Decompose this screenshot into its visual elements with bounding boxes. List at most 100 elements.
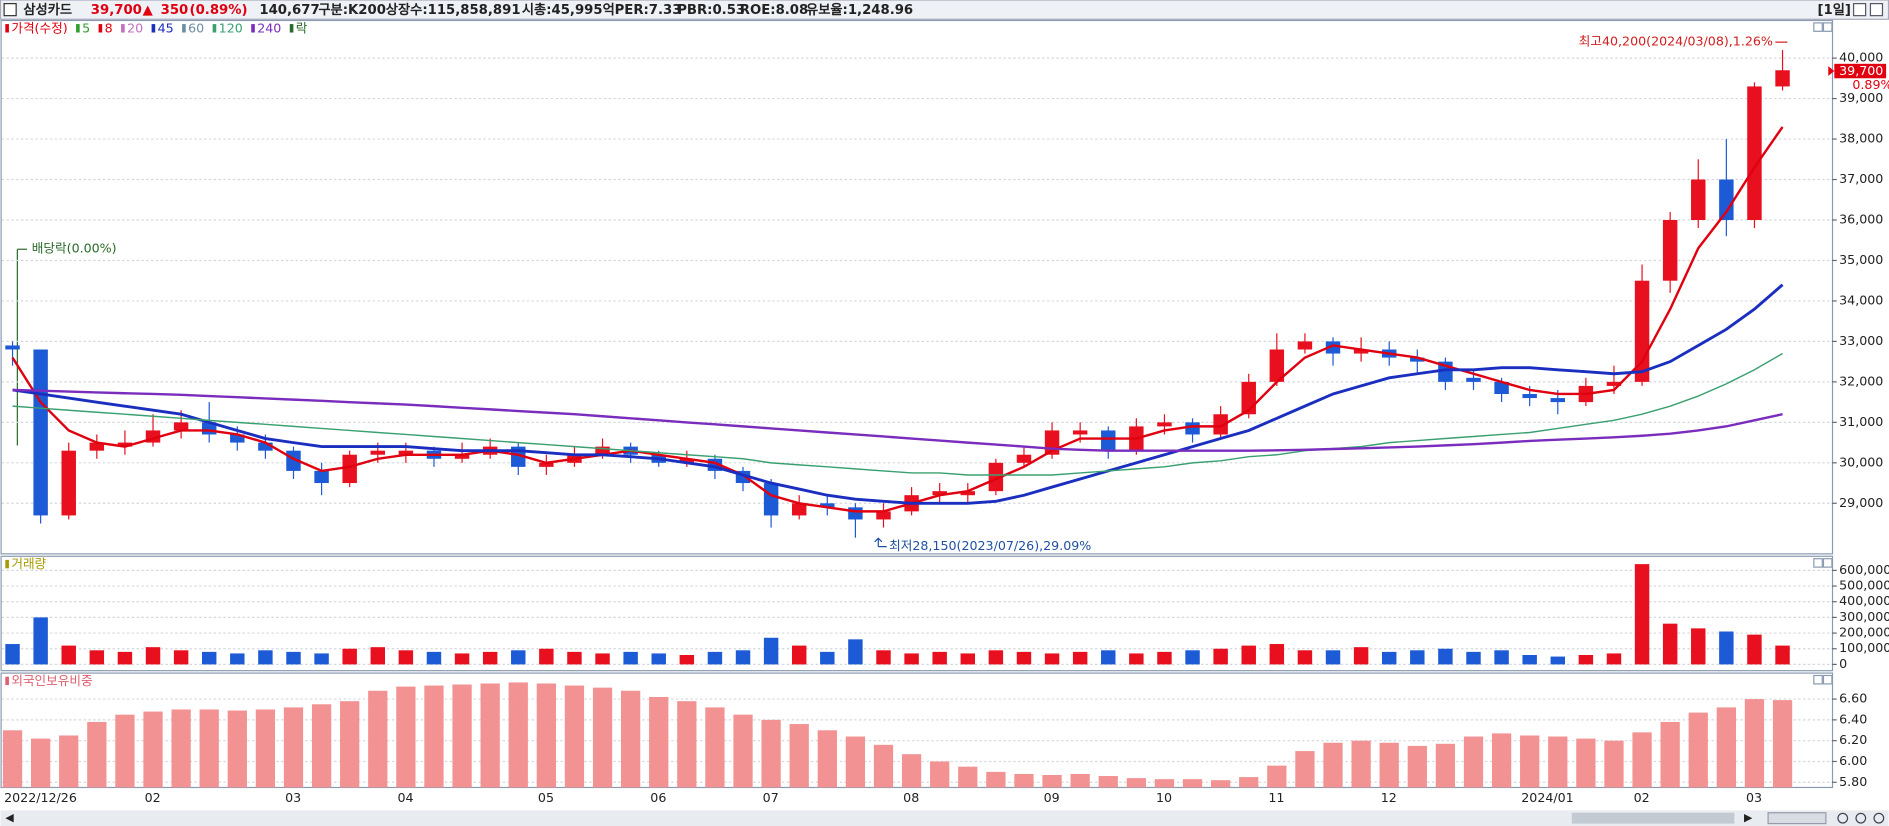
stock-name: 삼성카드 (23, 2, 72, 18)
y-tick-label: 6.40 (1839, 711, 1867, 726)
x-tick-label: 02 (145, 790, 161, 805)
y-tick-label: 39,000 (1839, 90, 1883, 105)
change-rate: (0.89%) (190, 3, 248, 18)
bar (1719, 631, 1734, 665)
scroll-track (0, 810, 1889, 826)
ma-line (12, 352, 1783, 476)
bar (1410, 650, 1425, 665)
bar (735, 650, 751, 665)
last-price-pointer (1828, 66, 1835, 76)
bar (1632, 732, 1652, 788)
scroll-thumb[interactable] (1571, 812, 1735, 824)
candle-body (679, 458, 695, 463)
candle-body (1410, 357, 1425, 362)
bar (1016, 651, 1032, 665)
bar (2, 730, 23, 788)
y-tick-label: 6.20 (1839, 732, 1867, 747)
bar (1044, 653, 1060, 665)
legend-label: 240 (257, 20, 281, 35)
legend-marker (151, 24, 156, 33)
bar (342, 648, 357, 665)
legend-marker (212, 24, 217, 33)
bar (763, 637, 779, 665)
bar (61, 645, 76, 665)
legend-marker (76, 24, 80, 33)
bar (117, 651, 133, 665)
bar (454, 653, 470, 665)
x-tick-label: 11 (1268, 790, 1284, 805)
panel-button[interactable] (1813, 674, 1823, 685)
x-tick-label: 05 (538, 790, 554, 805)
bar (820, 651, 835, 665)
candle-body (1606, 381, 1622, 386)
legend-label: 락 (296, 20, 308, 35)
bar (595, 653, 610, 665)
bar (1662, 623, 1678, 665)
candle-body (1494, 381, 1509, 395)
candle-body (1719, 179, 1734, 220)
change-label: 0.89% (1852, 77, 1889, 92)
y-tick-label: 36,000 (1839, 211, 1883, 226)
candle-body (258, 442, 273, 451)
candle-body (820, 503, 835, 508)
period[interactable]: [1일] (1817, 2, 1850, 18)
panel-button[interactable] (1822, 22, 1833, 32)
x-tick-label: 03 (1746, 790, 1762, 805)
legend-marker (5, 24, 9, 33)
panel-button[interactable] (1822, 558, 1833, 568)
scroll-right[interactable]: ▶ (1744, 811, 1753, 824)
legend-marker (251, 24, 255, 33)
reserve-ratio: 유보율:1,248.96 (806, 1, 913, 18)
bar (511, 650, 526, 665)
panel-title: 외국인보유비중 (11, 673, 92, 688)
bar (1269, 644, 1285, 665)
zoom-in[interactable] (1855, 812, 1867, 824)
market-cap: 시총:45,995억 (522, 2, 615, 18)
bar (1691, 628, 1706, 665)
legend-marker (289, 24, 294, 33)
bar (901, 754, 922, 788)
volume: 140,677 (259, 3, 319, 18)
high-label: 최고40,200(2024/03/08),1.26% (1579, 34, 1773, 49)
zoom-reset[interactable] (1873, 812, 1885, 824)
candle-body (763, 483, 779, 516)
candle-body (230, 434, 245, 443)
bar (424, 685, 444, 788)
bar (1435, 743, 1456, 788)
candle-body (1775, 70, 1790, 87)
low-label: 최저28,150(2023/07/26),29.09% (889, 538, 1091, 553)
ma-line (12, 283, 1784, 505)
bar (848, 639, 863, 665)
bar (1548, 736, 1568, 788)
scroll-left[interactable]: ◀ (5, 811, 14, 824)
bar (1438, 648, 1453, 665)
panel-button[interactable] (1813, 558, 1823, 568)
bar (482, 651, 498, 665)
legend-marker (182, 24, 186, 33)
bar (817, 730, 837, 788)
roe: ROE:8.08 (740, 3, 808, 18)
zoom-out[interactable] (1837, 812, 1849, 824)
bar (340, 701, 360, 788)
bar (539, 648, 554, 665)
bar (230, 653, 245, 665)
candle-body (1747, 86, 1762, 220)
candle-body (33, 349, 48, 516)
bar (1379, 742, 1399, 788)
y-tick-label: 40,000 (1839, 50, 1883, 65)
zoom-slider[interactable] (1767, 812, 1827, 825)
bar (1716, 707, 1736, 788)
panel-button[interactable] (1822, 674, 1833, 685)
bar (791, 645, 807, 665)
close-button[interactable] (1869, 3, 1884, 17)
bar (311, 704, 332, 788)
bar (258, 650, 273, 665)
maximize-button[interactable] (1852, 3, 1867, 17)
candle-body (61, 450, 76, 516)
panel-button[interactable] (1813, 22, 1823, 32)
checkbox[interactable] (3, 3, 17, 17)
bar (1744, 699, 1765, 788)
bar (173, 650, 189, 665)
bar (452, 684, 472, 788)
